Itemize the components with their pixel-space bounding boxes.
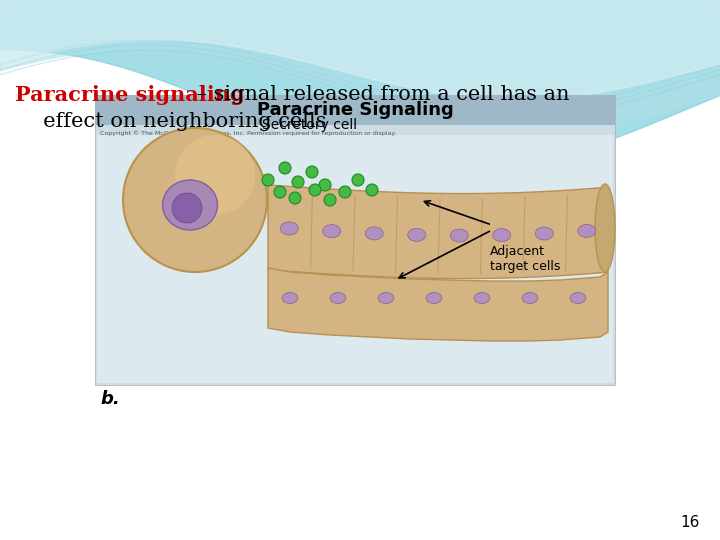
- Ellipse shape: [570, 293, 586, 303]
- Ellipse shape: [365, 227, 383, 240]
- Circle shape: [292, 176, 304, 188]
- Circle shape: [279, 162, 291, 174]
- Bar: [97, 135, 613, 383]
- Circle shape: [172, 193, 202, 223]
- Ellipse shape: [577, 224, 595, 238]
- Circle shape: [306, 166, 318, 178]
- Ellipse shape: [595, 184, 615, 272]
- Text: Paracrine signaling: Paracrine signaling: [15, 85, 245, 105]
- Ellipse shape: [163, 180, 217, 230]
- Text: effect on neighboring cells: effect on neighboring cells: [30, 112, 326, 131]
- Ellipse shape: [330, 293, 346, 303]
- Circle shape: [289, 192, 301, 204]
- Circle shape: [175, 135, 255, 215]
- Ellipse shape: [323, 225, 341, 238]
- Circle shape: [262, 174, 274, 186]
- Bar: [95, 95, 615, 125]
- Ellipse shape: [280, 222, 298, 235]
- Text: – signal released from a cell has an: – signal released from a cell has an: [190, 85, 570, 104]
- Text: Secretory cell: Secretory cell: [262, 118, 358, 132]
- Ellipse shape: [426, 293, 442, 303]
- Text: b.: b.: [100, 390, 120, 408]
- Circle shape: [123, 128, 267, 272]
- Circle shape: [274, 186, 286, 198]
- Text: 16: 16: [680, 515, 700, 530]
- Polygon shape: [268, 268, 608, 341]
- Ellipse shape: [282, 293, 298, 303]
- Circle shape: [324, 194, 336, 206]
- Ellipse shape: [492, 228, 510, 241]
- Ellipse shape: [378, 293, 394, 303]
- Ellipse shape: [408, 228, 426, 241]
- Text: Adjacent
target cells: Adjacent target cells: [490, 245, 560, 273]
- Text: Copyright © The McGraw-Hill Companies, Inc. Permission required for reproduction: Copyright © The McGraw-Hill Companies, I…: [100, 130, 396, 136]
- Polygon shape: [268, 185, 608, 279]
- Circle shape: [352, 174, 364, 186]
- Ellipse shape: [535, 227, 553, 240]
- Bar: [95, 95, 615, 385]
- Text: Paracrine Signaling: Paracrine Signaling: [256, 101, 454, 119]
- Circle shape: [309, 184, 321, 196]
- Circle shape: [366, 184, 378, 196]
- Ellipse shape: [474, 293, 490, 303]
- Circle shape: [319, 179, 331, 191]
- Ellipse shape: [522, 293, 538, 303]
- Ellipse shape: [450, 229, 468, 242]
- Circle shape: [339, 186, 351, 198]
